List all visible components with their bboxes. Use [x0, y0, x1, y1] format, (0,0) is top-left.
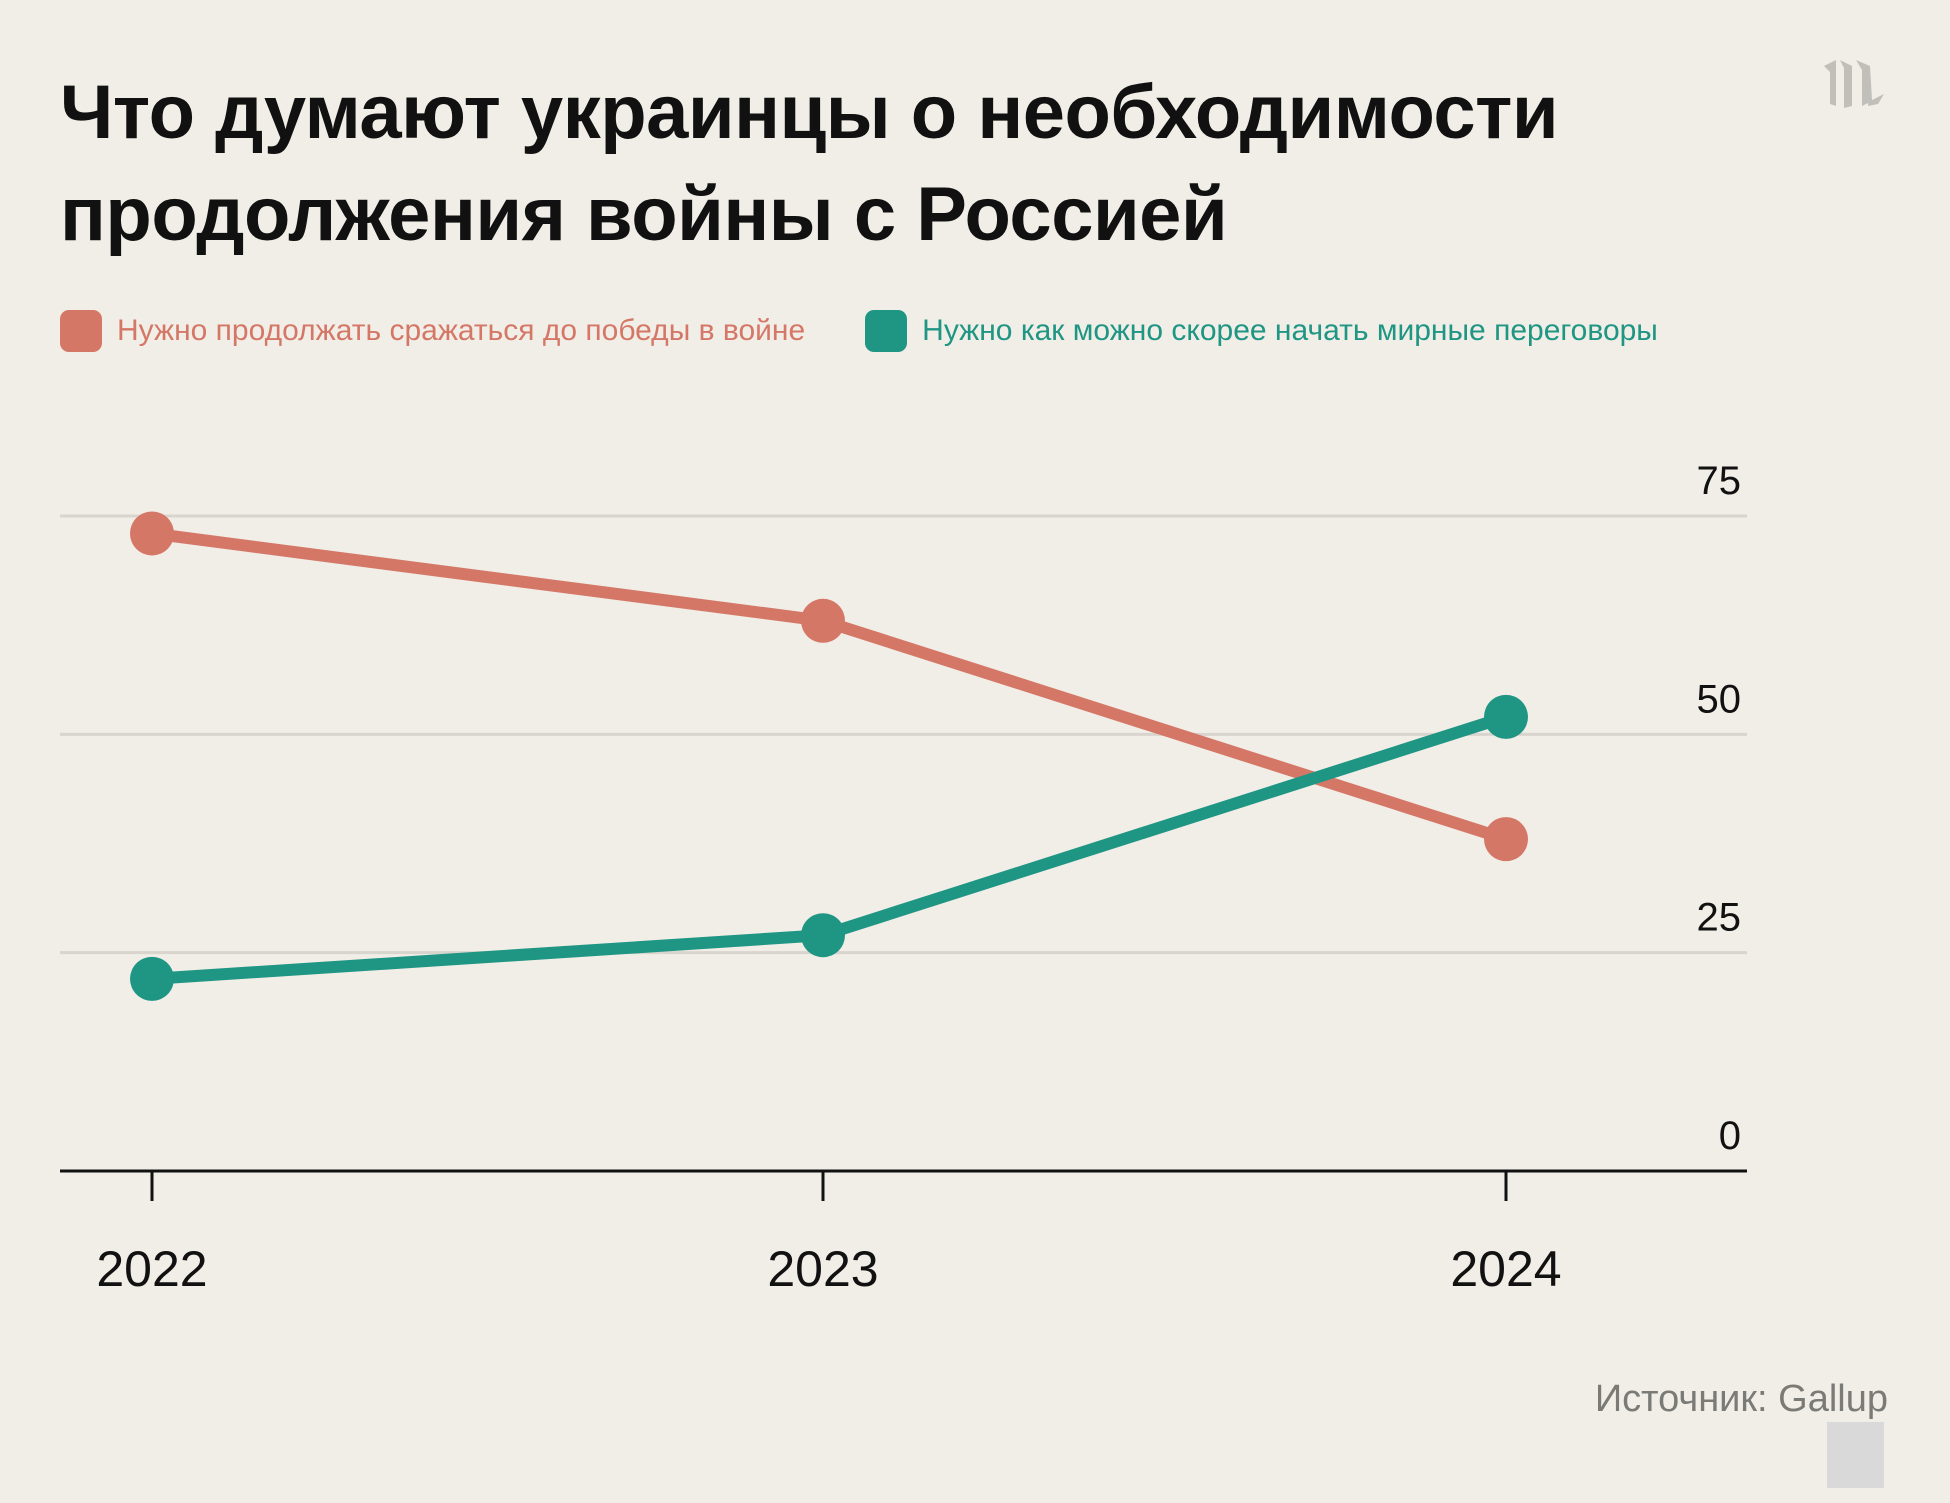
legend: Нужно продолжать сражаться до победы в в…: [60, 310, 1718, 352]
x-tick-label: 2022: [96, 1241, 207, 1297]
series-line-0: [151, 527, 1508, 845]
y-tick-label: 0: [1719, 1114, 1741, 1158]
data-point-0-0: [130, 511, 174, 556]
x-tick-label: 2023: [767, 1241, 878, 1297]
data-point-1-1: [801, 913, 845, 958]
x-tick-label: 2024: [1450, 1241, 1561, 1297]
legend-item-negotiate: Нужно как можно скорее начать мирные пер…: [865, 310, 1658, 352]
legend-label: Нужно продолжать сражаться до победы в в…: [117, 314, 806, 347]
y-tick-label: 75: [1697, 459, 1742, 503]
y-tick-label: 25: [1697, 896, 1742, 940]
y-tick-label: 50: [1697, 677, 1742, 721]
data-point-0-1: [801, 598, 845, 643]
source-note: Источник: Gallup: [1594, 1378, 1888, 1420]
legend-swatch: [865, 310, 908, 352]
placeholder-square: [1827, 1422, 1884, 1488]
data-point-1-0: [130, 956, 174, 1001]
legend-item-fight: Нужно продолжать сражаться до победы в в…: [60, 310, 805, 352]
data-point-1-2: [1484, 694, 1528, 739]
legend-label: Нужно как можно скорее начать мирные пер…: [922, 314, 1658, 347]
brand-logo: [1822, 56, 1892, 115]
chart-title: Что думают украинцы о необходимости прод…: [60, 70, 1559, 257]
data-point-0-2: [1484, 817, 1528, 862]
legend-swatch: [60, 310, 102, 352]
